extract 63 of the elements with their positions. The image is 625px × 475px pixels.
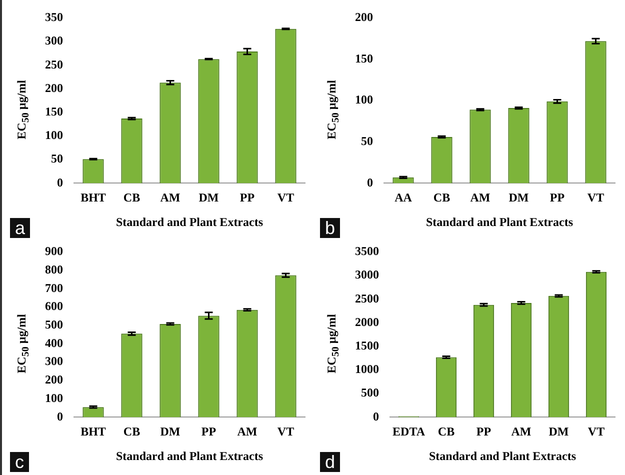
x-tick-label: CB: [433, 190, 450, 204]
x-axis-title: Standard and Plant Extracts: [426, 214, 574, 229]
x-tick-label: VT: [277, 190, 294, 204]
y-tick-label: 250: [45, 57, 63, 72]
x-tick-label: PP: [240, 190, 255, 204]
y-tick-label: 3000: [355, 268, 379, 282]
y-tick-label: 600: [45, 299, 63, 314]
y-tick-label: 150: [45, 104, 63, 118]
x-tick-label: AM: [511, 424, 532, 438]
y-tick-label: 700: [45, 280, 63, 295]
y-tick-label: 150: [355, 51, 373, 66]
x-tick-label: EDTA: [392, 424, 426, 438]
x-tick-label: DM: [198, 190, 219, 204]
x-tick-label: AM: [160, 190, 180, 204]
y-tick-label: 0: [57, 175, 63, 190]
x-tick-label: DM: [508, 190, 529, 204]
y-tick-label: 0: [367, 175, 373, 190]
x-tick-label: CB: [123, 424, 140, 438]
y-tick-label: 0: [373, 409, 379, 424]
text: c: [10, 452, 29, 472]
y-tick-label: 100: [355, 92, 373, 107]
text: d: [320, 452, 340, 472]
x-tick-label: PP: [201, 424, 216, 438]
y-tick-label: 50: [51, 152, 63, 166]
x-tick-label: VT: [588, 424, 605, 438]
y-tick-label: 300: [45, 354, 63, 368]
y-tick-label: 200: [355, 10, 373, 24]
x-tick-label: VT: [587, 190, 604, 204]
y-tick-label: 400: [45, 336, 63, 350]
y-tick-label: 3500: [355, 244, 379, 258]
x-tick-label: VT: [277, 424, 294, 438]
y-tick-label: 2000: [355, 314, 379, 329]
x-axis-title: Standard and Plant Extracts: [116, 214, 264, 229]
x-tick-label: AA: [394, 190, 412, 204]
y-tick-label: 1500: [355, 338, 379, 352]
x-tick-label: CB: [438, 424, 455, 438]
text: a: [10, 218, 30, 238]
y-tick-label: 200: [45, 372, 63, 387]
y-tick-label: 100: [45, 390, 63, 405]
x-tick-label: AM: [470, 190, 490, 204]
x-tick-label: CB: [123, 190, 140, 204]
y-tick-label: 800: [45, 262, 63, 276]
y-tick-label: 2500: [355, 291, 379, 306]
y-tick-label: 900: [45, 244, 63, 258]
x-axis-title: Standard and Plant Extracts: [116, 448, 264, 463]
text: b: [320, 218, 340, 238]
x-tick-label: BHT: [80, 424, 106, 438]
x-tick-label: DM: [160, 424, 180, 438]
x-axis-title: Standard and Plant Extracts: [428, 448, 576, 463]
x-tick-label: PP: [476, 424, 492, 438]
y-tick-label: 1000: [355, 362, 379, 376]
x-tick-label: AM: [237, 424, 258, 438]
x-tick-label: PP: [550, 190, 565, 204]
y-tick-label: 100: [45, 128, 63, 142]
x-tick-label: BHT: [80, 190, 106, 204]
x-tick-label: DM: [548, 424, 569, 438]
y-tick-label: 0: [57, 409, 63, 424]
y-tick-label: 500: [361, 386, 379, 400]
y-tick-label: 300: [45, 34, 63, 48]
y-tick-label: 350: [45, 10, 63, 24]
y-tick-label: 50: [361, 134, 373, 148]
y-tick-label: 500: [45, 318, 63, 332]
y-tick-label: 200: [45, 80, 63, 95]
